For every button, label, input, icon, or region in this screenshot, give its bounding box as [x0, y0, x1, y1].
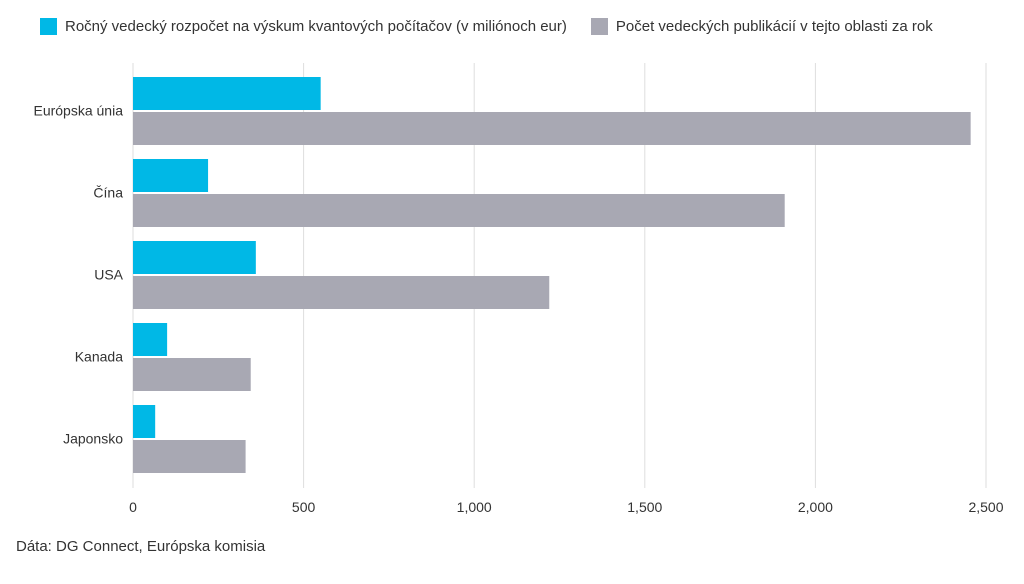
y-category-label: Čína: [93, 185, 123, 201]
bar-publications: [133, 112, 971, 145]
bar-budget: [133, 405, 156, 438]
bar-publications: [133, 358, 251, 391]
x-tick-label: 1,000: [457, 499, 492, 515]
bar-budget: [133, 323, 168, 356]
x-tick-label: 2,000: [798, 499, 833, 515]
x-tick-label: 500: [292, 499, 316, 515]
legend-item-publications: Počet vedeckých publikácií v tejto oblas…: [590, 18, 933, 35]
source-note: Dáta: DG Connect, Európska komisia: [16, 538, 266, 555]
x-tick-label: 1,500: [627, 499, 662, 515]
x-tick-label: 2,500: [968, 499, 1003, 515]
bar-publications: [133, 194, 785, 227]
y-category-label: Európska únia: [33, 103, 123, 119]
y-category-label: Kanada: [75, 349, 123, 365]
legend-swatch-publications: [590, 18, 608, 35]
legend: Ročný vedecký rozpočet na výskum kvantov…: [40, 18, 957, 35]
bar-publications: [133, 276, 550, 309]
y-category-label: Japonsko: [63, 431, 123, 447]
y-category-label: USA: [94, 267, 123, 283]
legend-label-budget: Ročný vedecký rozpočet na výskum kvantov…: [65, 18, 567, 35]
bar-publications: [133, 440, 246, 473]
bar-budget: [133, 77, 321, 110]
legend-label-publications: Počet vedeckých publikácií v tejto oblas…: [615, 18, 933, 35]
x-tick-label: 0: [129, 499, 137, 515]
bar-budget: [133, 159, 209, 192]
legend-item-budget: Ročný vedecký rozpočet na výskum kvantov…: [40, 18, 567, 35]
bar-budget: [133, 241, 256, 274]
legend-swatch-budget: [40, 18, 57, 35]
